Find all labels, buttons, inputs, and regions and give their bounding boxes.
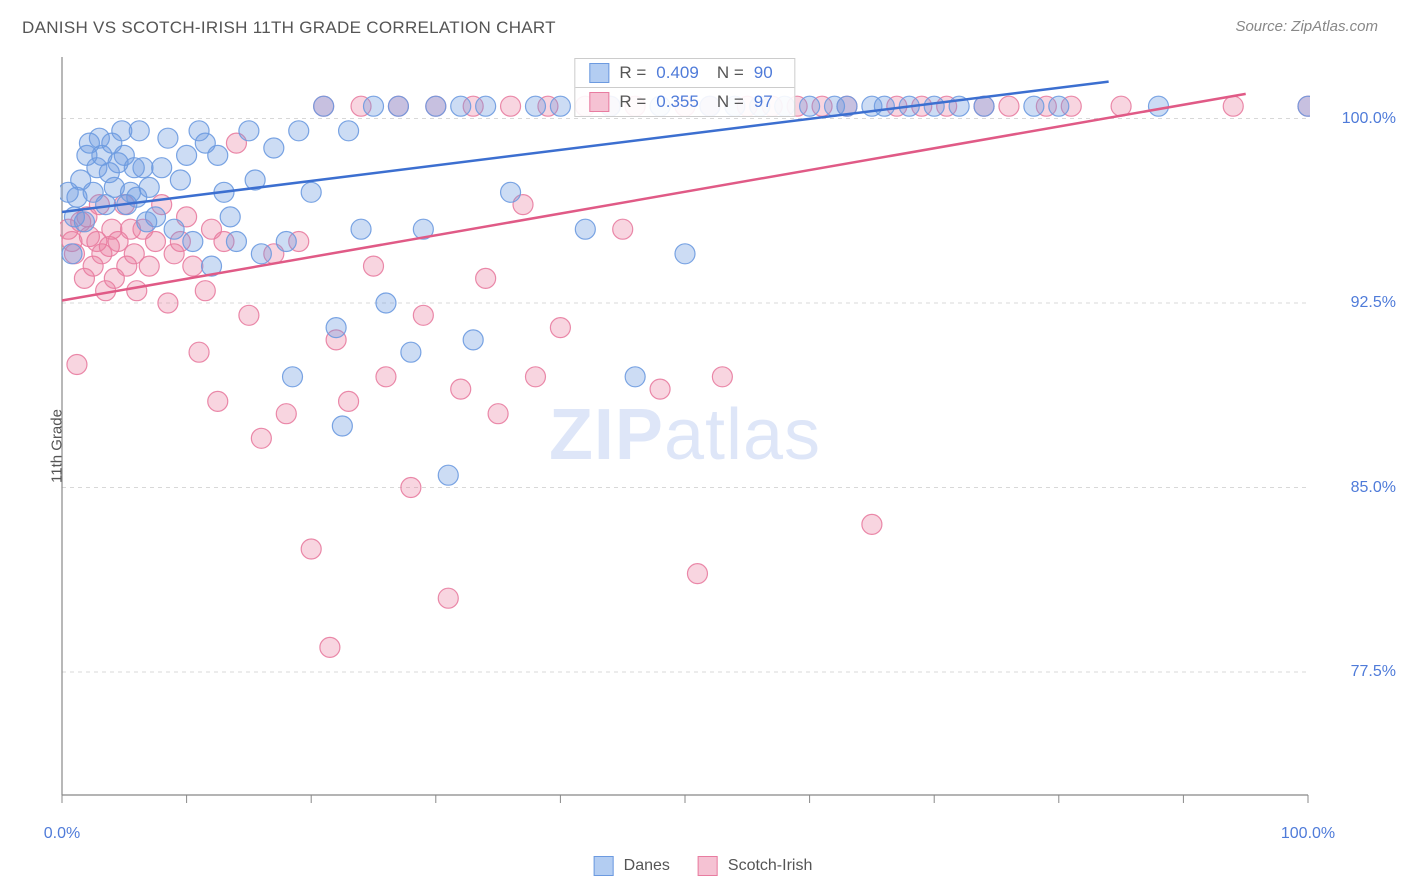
stats-n-label: N = <box>717 92 744 112</box>
x-tick-label: 0.0% <box>44 825 80 843</box>
y-tick-label: 92.5% <box>1351 294 1396 312</box>
y-tick-label: 85.0% <box>1351 479 1396 497</box>
stats-legend-box: R = 0.409 N = 90 R = 0.355 N = 97 <box>574 58 795 117</box>
x-tick-label: 100.0% <box>1281 825 1335 843</box>
stats-r-value: 0.409 <box>656 63 699 83</box>
stats-row: R = 0.355 N = 97 <box>575 88 794 116</box>
legend-item: Danes <box>594 856 670 876</box>
chart-title: DANISH VS SCOTCH-IRISH 11TH GRADE CORREL… <box>22 18 556 38</box>
stats-n-label: N = <box>717 63 744 83</box>
legend-swatch <box>594 856 614 876</box>
y-tick-label: 77.5% <box>1351 663 1396 681</box>
bottom-legend: Danes Scotch-Irish <box>594 856 813 876</box>
y-tick-label: 100.0% <box>1342 110 1396 128</box>
legend-swatch <box>698 856 718 876</box>
stats-swatch <box>589 92 609 112</box>
stats-r-label: R = <box>619 92 646 112</box>
plot-area: ZIPatlas R =0.409N =90R =0.355N =97 100.… <box>60 55 1310 815</box>
source-attribution: Source: ZipAtlas.com <box>1235 18 1378 35</box>
legend-label: Scotch-Irish <box>728 857 812 875</box>
stats-row: R = 0.409 N = 90 <box>575 59 794 88</box>
stats-n-value: 97 <box>754 92 773 112</box>
legend-item: Scotch-Irish <box>698 856 812 876</box>
stats-r-label: R = <box>619 63 646 83</box>
stats-n-value: 90 <box>754 63 773 83</box>
stats-r-value: 0.355 <box>656 92 699 112</box>
legend-label: Danes <box>624 857 670 875</box>
stats-swatch <box>589 63 609 83</box>
scatter-chart-svg <box>60 55 1310 815</box>
